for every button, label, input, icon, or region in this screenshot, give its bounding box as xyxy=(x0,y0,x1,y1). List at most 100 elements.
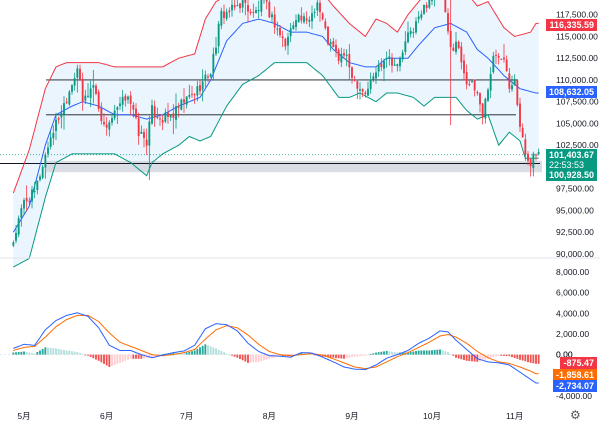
candle-body[interactable] xyxy=(500,59,502,60)
settings-gear-icon[interactable]: ⚙ xyxy=(570,409,582,421)
candle-body[interactable] xyxy=(236,5,238,6)
candle-body[interactable] xyxy=(271,14,273,17)
candle-body[interactable] xyxy=(215,48,217,54)
candle-body[interactable] xyxy=(260,0,262,12)
candle-body[interactable] xyxy=(148,121,150,145)
candle-body[interactable] xyxy=(426,5,428,8)
candle-body[interactable] xyxy=(311,13,313,21)
candle-body[interactable] xyxy=(39,177,41,180)
candle-body[interactable] xyxy=(476,92,478,93)
candle-body[interactable] xyxy=(370,80,372,89)
candle-body[interactable] xyxy=(348,54,350,67)
candle-body[interactable] xyxy=(226,12,228,19)
candle-body[interactable] xyxy=(31,190,33,202)
candle-body[interactable] xyxy=(12,242,14,245)
candle-body[interactable] xyxy=(162,120,164,123)
candle-body[interactable] xyxy=(284,39,286,47)
candle-body[interactable] xyxy=(114,111,116,119)
candle-body[interactable] xyxy=(300,16,302,21)
candle-body[interactable] xyxy=(106,125,108,128)
candle-body[interactable] xyxy=(268,2,270,17)
candle-body[interactable] xyxy=(63,103,65,115)
candle-body[interactable] xyxy=(204,75,206,81)
candle-body[interactable] xyxy=(380,64,382,67)
candle-body[interactable] xyxy=(71,85,73,92)
candle-body[interactable] xyxy=(98,92,100,109)
candle-body[interactable] xyxy=(340,54,342,62)
candle-body[interactable] xyxy=(279,28,281,35)
candle-body[interactable] xyxy=(495,55,497,56)
candle-body[interactable] xyxy=(223,11,225,18)
candle-body[interactable] xyxy=(124,96,126,101)
candle-body[interactable] xyxy=(170,114,172,117)
candle-body[interactable] xyxy=(386,58,388,59)
candle-body[interactable] xyxy=(146,140,148,146)
candle-body[interactable] xyxy=(196,86,198,95)
candle-body[interactable] xyxy=(524,139,526,155)
candle-body[interactable] xyxy=(471,81,473,82)
candle-body[interactable] xyxy=(511,85,513,89)
candle-body[interactable] xyxy=(346,55,348,56)
candle-body[interactable] xyxy=(447,13,449,31)
candle-body[interactable] xyxy=(188,95,190,97)
candle-body[interactable] xyxy=(332,41,334,47)
candle-body[interactable] xyxy=(354,80,356,81)
candle-body[interactable] xyxy=(26,198,28,201)
candle-body[interactable] xyxy=(290,28,292,36)
candle-body[interactable] xyxy=(394,65,396,66)
candle-body[interactable] xyxy=(322,13,324,19)
candle-body[interactable] xyxy=(258,10,260,11)
candle-body[interactable] xyxy=(466,72,468,84)
candle-body[interactable] xyxy=(412,32,414,33)
candle-body[interactable] xyxy=(154,106,156,116)
candle-body[interactable] xyxy=(255,10,257,13)
candle-body[interactable] xyxy=(143,132,145,138)
candle-body[interactable] xyxy=(194,94,196,95)
candle-body[interactable] xyxy=(522,128,524,137)
candle-body[interactable] xyxy=(79,69,81,79)
candle-body[interactable] xyxy=(383,61,385,69)
candle-body[interactable] xyxy=(276,29,278,30)
candle-body[interactable] xyxy=(498,56,500,58)
candle-body[interactable] xyxy=(492,56,494,72)
candle-body[interactable] xyxy=(15,233,17,241)
candle-body[interactable] xyxy=(228,11,230,13)
candle-body[interactable] xyxy=(399,59,401,67)
candle-body[interactable] xyxy=(68,92,70,105)
candle-body[interactable] xyxy=(242,0,244,8)
candle-body[interactable] xyxy=(103,122,105,124)
candle-body[interactable] xyxy=(519,103,521,126)
candle-body[interactable] xyxy=(127,97,129,100)
candle-body[interactable] xyxy=(538,152,540,154)
candle-body[interactable] xyxy=(138,118,140,136)
candle-body[interactable] xyxy=(282,36,284,38)
candle-body[interactable] xyxy=(234,5,236,7)
candle-body[interactable] xyxy=(482,103,484,117)
candle-body[interactable] xyxy=(367,89,369,96)
candle-body[interactable] xyxy=(516,80,518,105)
candle-body[interactable] xyxy=(455,42,457,52)
candle-body[interactable] xyxy=(167,112,169,117)
candle-body[interactable] xyxy=(130,96,132,104)
candle-body[interactable] xyxy=(60,113,62,118)
candle-body[interactable] xyxy=(159,118,161,119)
candle-body[interactable] xyxy=(508,73,510,89)
candle-body[interactable] xyxy=(444,0,446,12)
candle-body[interactable] xyxy=(47,148,49,154)
candle-body[interactable] xyxy=(274,15,276,28)
candle-body[interactable] xyxy=(452,48,454,51)
candle-body[interactable] xyxy=(34,191,36,192)
candle-body[interactable] xyxy=(343,53,345,55)
candle-body[interactable] xyxy=(468,84,470,85)
candle-body[interactable] xyxy=(164,113,166,122)
candle-body[interactable] xyxy=(418,17,420,20)
candle-body[interactable] xyxy=(178,107,180,108)
candle-body[interactable] xyxy=(375,72,377,78)
candle-body[interactable] xyxy=(420,14,422,18)
candle-body[interactable] xyxy=(287,37,289,46)
candle-body[interactable] xyxy=(356,81,358,88)
candle-body[interactable] xyxy=(298,15,300,23)
candle-body[interactable] xyxy=(244,0,246,3)
candle-body[interactable] xyxy=(132,105,134,110)
candle-body[interactable] xyxy=(156,117,158,118)
